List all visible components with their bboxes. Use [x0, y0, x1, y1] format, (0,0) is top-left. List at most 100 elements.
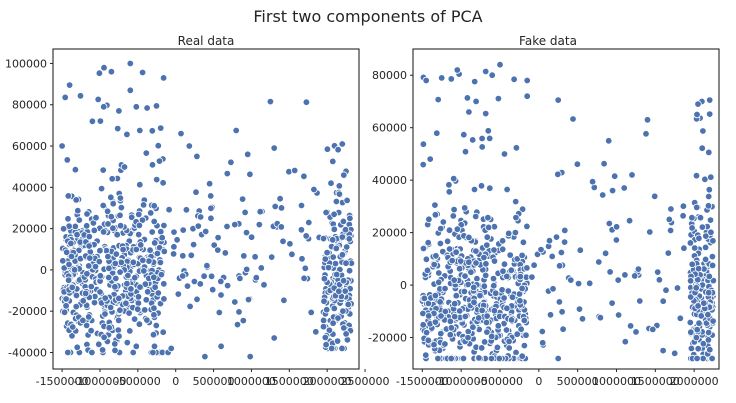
scatter-point	[223, 222, 231, 231]
scatter-point	[62, 248, 71, 256]
scatter-point	[169, 250, 178, 258]
scatter-point	[518, 352, 526, 360]
scatter-point	[196, 213, 205, 221]
scatter-point	[260, 281, 268, 289]
scatter-point	[150, 273, 158, 281]
scatter-point	[707, 228, 715, 236]
scatter-point	[691, 244, 699, 252]
scatter-point	[574, 279, 583, 288]
scatter-point	[152, 175, 161, 184]
scatter-point	[339, 217, 348, 226]
scatter-point	[132, 103, 140, 111]
scatter-point	[114, 316, 123, 325]
scatter-point	[632, 328, 640, 336]
scatter-point	[505, 229, 513, 238]
scatter-point	[469, 136, 477, 144]
scatter-point	[335, 190, 344, 198]
scatter-point	[148, 127, 156, 135]
scatter-point	[235, 308, 243, 316]
scatter-point	[320, 275, 329, 283]
scatter-point	[193, 295, 201, 303]
scatter-point	[512, 213, 520, 222]
scatter-point	[107, 212, 115, 221]
scatter-point	[300, 274, 308, 282]
scatter-point	[159, 74, 168, 82]
scatter-point	[621, 338, 629, 346]
scatter-point	[470, 283, 478, 292]
scatter-point	[465, 108, 473, 116]
scatter-point	[450, 205, 458, 214]
scatter-point	[106, 303, 115, 312]
scatter-point	[75, 216, 83, 224]
scatter-point	[424, 336, 432, 344]
scatter-point	[64, 215, 72, 223]
scatter-point	[511, 228, 520, 237]
scatter-point	[503, 272, 511, 281]
scatter-point	[95, 340, 103, 348]
scatter-point	[483, 328, 491, 336]
scatter-point	[523, 92, 531, 100]
scatter-point	[149, 348, 157, 357]
scatter-point	[708, 261, 717, 270]
scatter-point	[334, 145, 342, 154]
scatter-point	[277, 223, 285, 231]
scatter-point	[201, 352, 209, 361]
scatter-point	[119, 245, 127, 254]
scatter-point	[465, 258, 473, 266]
scatter-point	[338, 233, 346, 241]
scatter-point	[425, 215, 433, 223]
scatter-point	[146, 209, 155, 217]
scatter-point	[79, 316, 87, 325]
scatter-point	[323, 145, 332, 153]
scatter-point	[586, 279, 594, 287]
scatter-point	[113, 230, 121, 239]
y-tick-label: 40000	[12, 181, 47, 194]
scatter-point	[520, 316, 528, 325]
x-tick-label: 2000000	[303, 375, 352, 388]
scatter-point	[150, 304, 158, 312]
scatter-point	[484, 127, 492, 135]
y-tick-label: -20000	[8, 305, 47, 318]
x-tick-label: -500000	[115, 375, 161, 388]
scatter-point	[244, 295, 253, 304]
scatter-point	[452, 248, 460, 256]
scatter-point	[334, 314, 342, 322]
scatter-point	[518, 284, 526, 293]
scatter-point	[692, 333, 701, 342]
scatter-point	[664, 249, 672, 257]
scatter-point	[441, 284, 449, 293]
x-tick-label: 1500000	[631, 375, 680, 388]
scatter-point	[95, 257, 103, 266]
scatter-point	[332, 244, 340, 253]
scatter-point	[126, 86, 134, 94]
scatter-point	[517, 325, 525, 333]
scatter-point	[165, 205, 173, 214]
scatter-point	[443, 237, 452, 245]
scatter-point	[157, 227, 165, 236]
scatter-point	[490, 282, 498, 290]
scatter-point	[478, 344, 486, 352]
scatter-point	[482, 67, 490, 76]
scatter-point	[508, 293, 517, 301]
scatter-point	[67, 252, 76, 261]
scatter-point	[333, 337, 342, 345]
scatter-point	[621, 271, 629, 279]
scatter-point	[704, 202, 713, 210]
scatter-point	[136, 180, 144, 189]
scatter-point	[423, 266, 432, 275]
scatter-point	[117, 258, 125, 267]
scatter-point	[339, 277, 348, 285]
scatter-point	[437, 312, 445, 320]
scatter-point	[700, 299, 708, 307]
scatter-point	[606, 268, 614, 276]
scatter-point	[611, 172, 619, 180]
scatter-point	[329, 319, 337, 327]
scatter-point	[114, 326, 122, 334]
scatter-point	[104, 252, 112, 261]
scatter-point	[489, 274, 498, 283]
scatter-point	[569, 115, 577, 123]
scatter-point	[129, 258, 137, 266]
scatter-point	[194, 222, 202, 230]
scatter-point	[707, 173, 715, 181]
scatter-point	[694, 100, 702, 108]
